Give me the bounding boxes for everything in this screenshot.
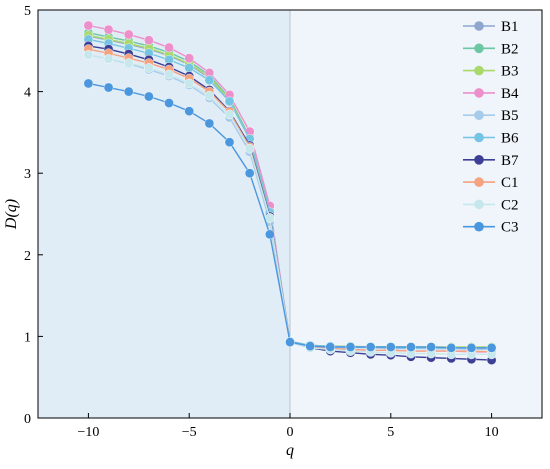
data-point-C2 [224,109,235,120]
legend-item-C2: C2 [463,197,519,213]
legend-label: B5 [501,108,519,124]
legend-swatch-marker [474,132,484,143]
data-point-C3 [385,342,396,352]
legend-swatch-marker [474,88,484,98]
data-point-C3 [285,337,295,347]
legend-label: C2 [501,197,519,213]
legend-label: C3 [501,220,519,236]
legend-swatch-marker [474,221,484,232]
x-tick-label: −10 [77,425,99,440]
series-layer [83,20,497,365]
data-point-C2 [144,63,154,73]
data-point-C3 [204,118,215,129]
data-point-C3 [103,82,114,93]
data-point-C3 [345,342,356,352]
legend-item-B4: B4 [463,86,519,102]
legend-swatch-marker [474,110,484,120]
data-point-C2 [103,54,114,64]
legend-label: B7 [501,153,519,169]
data-point-C3 [325,342,336,352]
series-C3 [83,78,497,353]
legend-label: B3 [501,64,519,80]
legend-item-B6: B6 [463,131,519,147]
legend-swatch-marker [474,155,484,165]
data-point-B4 [164,42,174,53]
data-point-C2 [204,90,215,101]
legend-label: B4 [501,86,519,102]
x-axis-title: q [286,442,294,459]
data-point-C3 [265,229,275,240]
data-point-C3 [426,342,436,352]
data-point-B4 [144,35,154,45]
y-axis-title: D(q) [3,199,20,230]
legend-item-B5: B5 [463,108,519,124]
legend-item-B2: B2 [463,41,519,57]
data-point-C2 [164,69,174,80]
data-point-B4 [184,53,194,63]
legend-item-C3: C3 [463,220,519,236]
y-tick-label: 4 [24,86,31,101]
legend-item-B1: B1 [463,19,519,35]
data-point-C3 [83,78,94,89]
x-tick-label: 0 [287,425,294,440]
x-tick-label: 5 [387,425,394,440]
shaded-region-0 [38,10,290,418]
y-tick-label: 5 [24,4,31,19]
data-point-C3 [466,343,477,353]
data-point-C2 [123,58,134,68]
legend-item-B3: B3 [463,64,519,80]
legend-swatch-marker [474,177,484,187]
y-tick-label: 0 [24,412,31,427]
axes: −10 −5 0 5 10 0 1 2 3 4 5 [24,4,543,440]
data-point-C2 [265,213,275,223]
legend-item-B7: B7 [463,153,519,169]
legend-label: B6 [501,131,519,147]
data-point-C3 [123,86,134,97]
data-point-C3 [224,137,235,147]
legend-label: B2 [501,41,519,57]
legend-swatch-marker [474,199,484,210]
legend-swatch-marker [474,65,484,76]
legend-label: C1 [501,175,519,191]
plot-background [38,10,542,418]
data-point-C3 [244,168,255,178]
data-point-C3 [365,342,376,352]
data-point-C3 [486,343,497,353]
data-point-C2 [83,50,94,60]
data-point-C2 [244,143,255,154]
x-tick-label: −5 [182,425,197,440]
data-point-B6 [184,63,194,73]
data-point-C3 [305,341,315,351]
data-point-C3 [184,106,194,116]
data-point-C3 [406,342,416,352]
y-tick-label: 3 [24,167,31,182]
data-point-B4 [83,20,94,31]
legend-label: B1 [501,19,519,35]
data-point-B6 [224,96,235,107]
data-point-C3 [164,98,174,108]
x-tick-label: 10 [485,425,499,440]
data-point-C3 [446,343,457,353]
legend-swatch-marker [474,43,484,54]
data-point-C3 [144,91,154,102]
data-point-C2 [184,78,194,89]
y-tick-label: 1 [24,330,31,345]
data-point-B4 [123,29,134,40]
data-point-B4 [103,24,114,35]
data-point-B6 [204,75,215,85]
y-tick-label: 2 [24,249,31,264]
legend-item-C1: C1 [463,175,519,191]
legend: B1 B2 B3 B4 B5 B6 B7 C1 C2 C3 [463,19,519,236]
legend-swatch-marker [474,21,484,31]
